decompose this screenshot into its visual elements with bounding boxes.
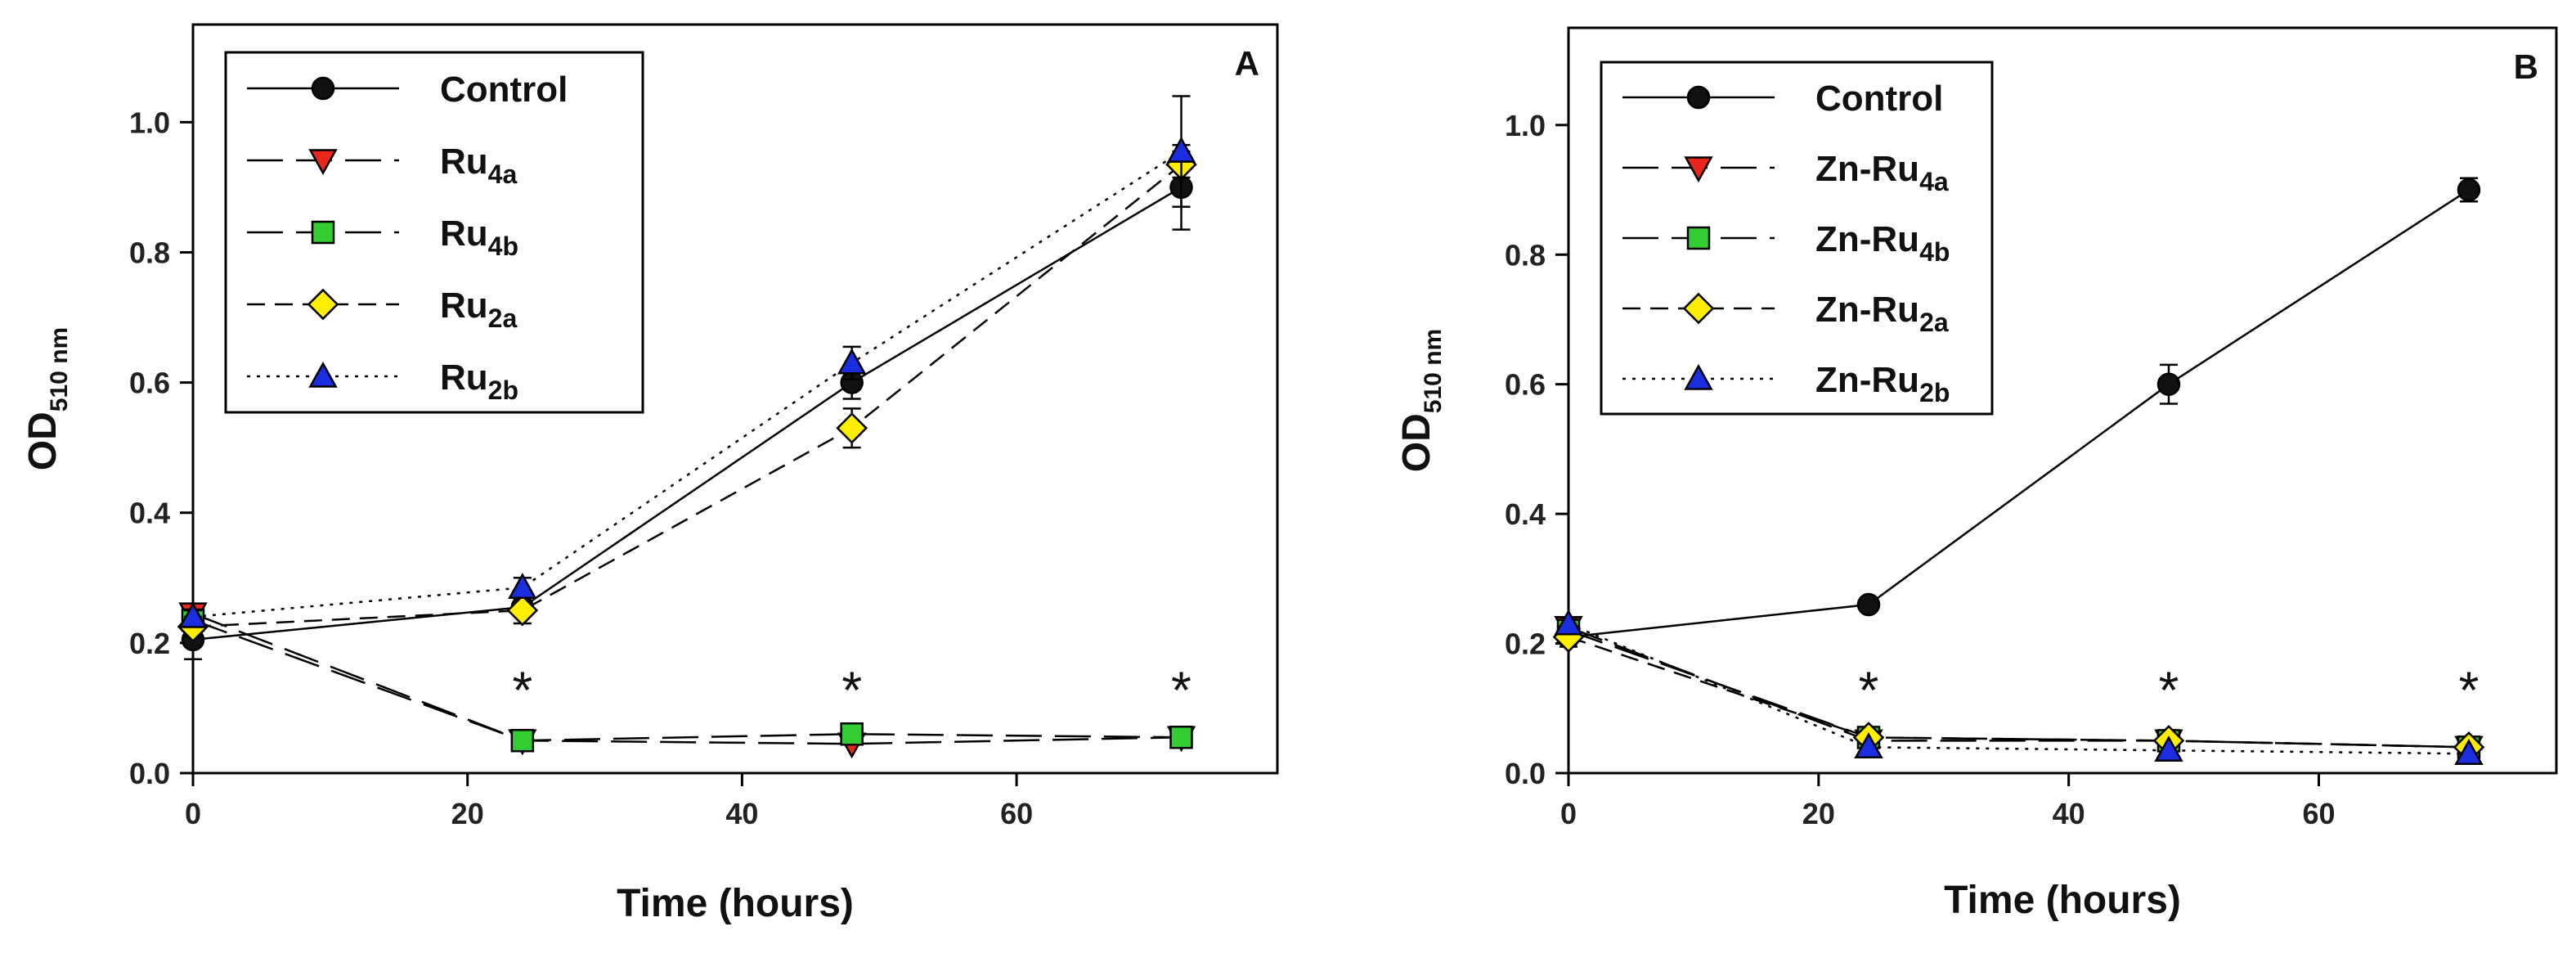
data-point — [837, 348, 867, 375]
legend-label: Ru2a — [440, 286, 517, 333]
significance-asterisk: * — [1859, 661, 1879, 720]
data-point — [840, 722, 864, 746]
series-line — [192, 618, 1182, 742]
series-line — [1568, 188, 2470, 638]
y-tick-label: 0.2 — [129, 627, 170, 660]
y-axis-title: OD510 nm — [1395, 329, 1447, 472]
legend: Control Zn-Ru4a Zn-Ru4b Zn-Ru2a Zn-Ru2b — [1600, 61, 1994, 416]
legend-marker — [308, 149, 338, 176]
y-tick-label: 0.8 — [1505, 238, 1546, 272]
series-zn-ru2b — [1554, 609, 2484, 765]
data-point — [836, 412, 868, 444]
legend-marker — [1682, 292, 1715, 325]
series-line — [1568, 626, 2469, 749]
legend-label: Ru4b — [440, 214, 518, 261]
y-axis-title: OD510 nm — [21, 327, 73, 470]
data-point — [1854, 732, 1883, 759]
legend: Control Ru4a Ru4b Ru2a Ru2b — [224, 51, 644, 414]
data-point — [510, 728, 535, 753]
legend-box — [1600, 61, 1994, 416]
legend-label: Ru2b — [440, 358, 518, 405]
y-tick-label: 0.2 — [1505, 627, 1546, 661]
data-point — [178, 601, 208, 628]
legend-label: Ru4a — [440, 142, 517, 189]
x-tick-label: 60 — [1000, 797, 1033, 830]
legend-marker — [1686, 85, 1711, 110]
panel-label: A — [1235, 44, 1259, 83]
x-tick-label: 0 — [185, 797, 201, 830]
legend-label: Control — [440, 70, 568, 110]
legend-marker — [1684, 363, 1713, 390]
series-line — [192, 164, 1183, 628]
y-tick-label: 0.4 — [129, 497, 170, 530]
legend-marker — [307, 288, 339, 321]
series-ru4b — [181, 608, 1193, 753]
plot-frame — [191, 23, 1279, 775]
legend-marker — [308, 361, 338, 388]
series-line — [1568, 629, 2469, 749]
panel-label: B — [2514, 47, 2538, 86]
series-line — [192, 612, 1182, 745]
y-tick-label: 0.6 — [1505, 368, 1546, 402]
significance-asterisk: * — [512, 660, 532, 719]
series-line — [1568, 623, 2469, 755]
legend-marker — [1684, 156, 1713, 183]
plot-frame — [1567, 26, 2558, 775]
significance-asterisk: * — [2159, 661, 2179, 720]
legend-box — [224, 51, 644, 414]
legend-marker — [1686, 226, 1711, 250]
data-point — [1856, 592, 1881, 617]
y-tick-label: 1.0 — [129, 106, 170, 139]
legend-label: Zn-Ru2a — [1815, 290, 1949, 337]
data-point — [2156, 372, 2181, 396]
series-line — [192, 186, 1183, 641]
series-zn-ru4b — [1556, 618, 2481, 759]
data-point — [506, 594, 539, 627]
legend-label: Zn-Ru2b — [1815, 360, 1950, 407]
x-tick-label: 0 — [1560, 797, 1577, 830]
x-axis-title: Time (hours) — [1944, 879, 2181, 922]
x-tick-label: 20 — [1802, 797, 1835, 830]
data-point — [2154, 735, 2183, 762]
panel-a: 0 20 40 60 0.0 0.2 0.4 0.6 0.8 1.0 Time (hours) OD5… — [21, 23, 1279, 925]
legend-label: Zn-Ru4a — [1815, 149, 1949, 196]
y-tick-label: 0.0 — [1505, 757, 1546, 790]
data-point — [2457, 178, 2481, 202]
legend-marker — [311, 76, 335, 101]
significance-asterisk: * — [841, 660, 862, 719]
significance-asterisk: * — [1171, 660, 1192, 719]
significance-asterisk: * — [2459, 661, 2480, 720]
data-point — [1169, 725, 1193, 749]
y-tick-label: 0.4 — [1505, 497, 1546, 531]
legend-label: Control — [1815, 79, 1943, 119]
data-point — [1166, 136, 1196, 163]
data-point — [2454, 739, 2484, 765]
x-tick-label: 40 — [725, 797, 758, 830]
y-tick-label: 0.0 — [129, 757, 170, 790]
x-tick-label: 40 — [2053, 797, 2085, 830]
series-line — [1568, 636, 2469, 749]
y-tick-label: 0.6 — [129, 367, 170, 400]
data-point — [1554, 609, 1583, 636]
y-tick-label: 1.0 — [1505, 109, 1546, 142]
legend-marker — [311, 220, 335, 245]
series-line — [192, 151, 1183, 618]
data-point — [508, 573, 537, 599]
x-axis-title: Time (hours) — [617, 882, 854, 925]
x-tick-label: 20 — [451, 797, 484, 830]
panel-b: 0 20 40 60 0.0 0.2 0.4 0.6 0.8 1.0 Time (hours) OD5… — [1395, 26, 2558, 922]
series-ru2b — [178, 95, 1196, 628]
x-tick-label: 60 — [2302, 797, 2335, 830]
legend-label: Zn-Ru4b — [1815, 219, 1950, 267]
y-tick-label: 0.8 — [129, 236, 170, 269]
